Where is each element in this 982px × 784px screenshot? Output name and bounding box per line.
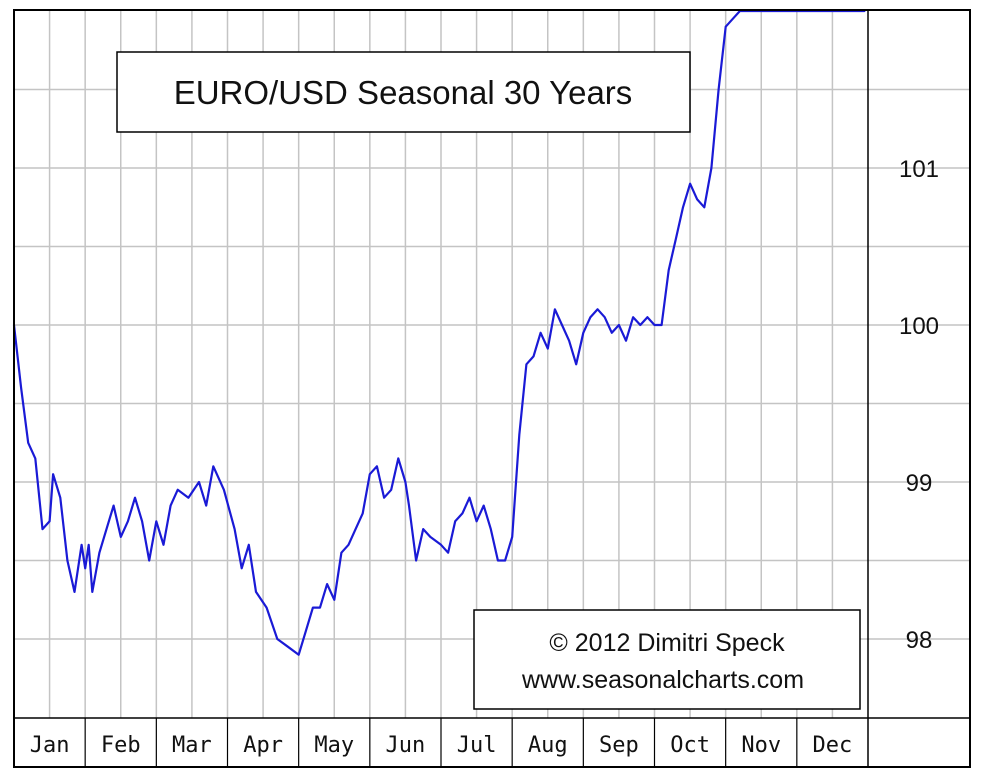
y-axis-ticks: 98 99 100 101 <box>899 156 939 654</box>
credit-frame <box>473 609 861 710</box>
chart-title: EURO/USD Seasonal 30 Years <box>174 74 633 111</box>
month-label-jan: Jan <box>30 733 70 758</box>
month-label-oct: Oct <box>670 733 710 758</box>
month-label-nov: Nov <box>741 733 781 758</box>
x-axis-month-labels: Jan Feb Mar Apr May Jun Jul Aug Sep Oct Nov Dec <box>30 718 853 767</box>
month-label-mar: Mar <box>172 733 212 758</box>
y-tick-label-101: 101 <box>899 156 939 183</box>
y-tick-label-100: 100 <box>899 313 939 340</box>
month-label-jul: Jul <box>457 733 497 758</box>
title-frame <box>116 51 691 133</box>
month-label-dec: Dec <box>813 733 853 758</box>
credit-box: © 2012 Dimitri Speck www.seasonalcharts.… <box>473 609 861 710</box>
month-label-jun: Jun <box>386 733 426 758</box>
month-label-aug: Aug <box>528 733 568 758</box>
month-label-sep: Sep <box>599 733 639 758</box>
title-box: EURO/USD Seasonal 30 Years <box>116 51 691 133</box>
month-label-may: May <box>314 733 354 758</box>
credit-copyright: © 2012 Dimitri Speck <box>549 629 785 657</box>
y-tick-label-99: 99 <box>906 470 933 497</box>
plot-frame <box>13 9 971 768</box>
credit-website: www.seasonalcharts.com <box>521 666 804 694</box>
y-tick-label-98: 98 <box>906 627 933 654</box>
series-line-eurusd <box>12 9 866 656</box>
month-label-apr: Apr <box>243 733 283 758</box>
month-label-feb: Feb <box>101 733 141 758</box>
